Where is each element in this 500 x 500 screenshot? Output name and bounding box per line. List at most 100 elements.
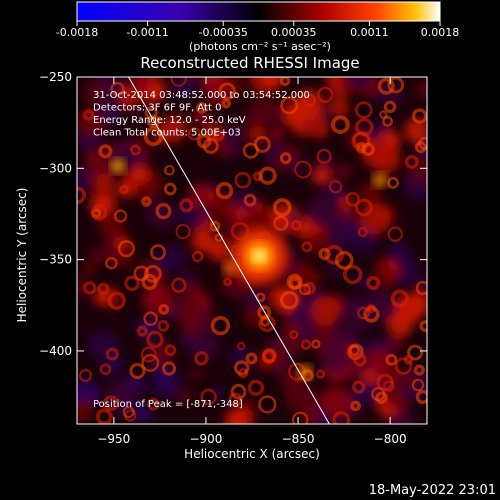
solar-limb-line	[128, 77, 330, 424]
map-cell	[350, 77, 371, 88]
map-cell	[98, 212, 124, 238]
intensity-ripples	[77, 77, 427, 424]
map-ripple	[218, 82, 236, 100]
map-cell	[95, 173, 114, 192]
map-ripple	[415, 389, 427, 405]
map-ripple	[383, 380, 395, 392]
map-ripple	[334, 250, 354, 270]
map-cell	[404, 117, 427, 143]
annotation-line: 31-Oct-2014 03:48:52.000 to 03:54:52.000	[93, 90, 310, 101]
map-cell	[320, 386, 352, 418]
map-ripple	[119, 184, 129, 195]
map-cell	[212, 193, 238, 219]
annotation-line: Clean Total counts: 5.00E+03	[93, 128, 241, 139]
map-cell	[85, 151, 99, 164]
map-ripple	[371, 387, 386, 402]
map-ripple	[258, 166, 277, 185]
map-cell	[177, 389, 193, 404]
map-cell	[280, 369, 302, 391]
map-ripple	[161, 361, 177, 376]
map-cell	[189, 367, 203, 381]
secondary-source	[373, 173, 387, 187]
map-ripple	[187, 127, 201, 141]
map-ripple	[175, 224, 191, 240]
map-ripple	[171, 277, 187, 293]
map-ripple	[107, 291, 126, 310]
map-ripple	[122, 406, 135, 419]
map-cell	[338, 303, 355, 320]
map-cell	[191, 230, 214, 253]
map-ripple	[300, 339, 312, 350]
map-cell	[389, 410, 416, 424]
map-cell	[77, 398, 93, 422]
map-ripple	[141, 196, 152, 207]
map-cell	[350, 380, 378, 407]
map-ripple	[212, 129, 225, 142]
map-ripple	[157, 320, 170, 332]
map-ripple	[379, 110, 388, 119]
map-cell	[329, 97, 350, 118]
map-ripple	[113, 209, 128, 223]
map-ripple	[196, 102, 208, 114]
map-cell	[388, 240, 410, 262]
map-cell	[248, 125, 267, 144]
peak-position-label: Position of Peak = [-871,-348]	[93, 399, 243, 410]
map-ripple	[110, 81, 125, 96]
map-ripple	[279, 152, 292, 165]
map-cell	[321, 346, 351, 376]
map-ripple	[243, 193, 257, 207]
map-cell	[269, 125, 285, 141]
x-tick-label: −900	[189, 432, 222, 446]
map-ripple	[247, 379, 265, 396]
colorbar-tick-label: -0.0011	[126, 26, 168, 39]
map-ripple	[363, 306, 380, 323]
map-ripple	[130, 144, 141, 156]
map-ripple	[234, 171, 252, 189]
map-cell	[286, 213, 299, 227]
map-ripple	[301, 241, 313, 253]
y-tick-label: −350	[39, 253, 72, 267]
map-ripple	[403, 354, 414, 365]
map-cell	[308, 271, 322, 285]
map-cell	[227, 407, 251, 424]
map-cell	[130, 77, 152, 95]
map-ripple	[105, 347, 119, 361]
y-tick-label: −400	[39, 344, 72, 358]
map-ripple	[124, 275, 140, 292]
map-ripple	[158, 303, 170, 315]
chart-title: Reconstructed RHESSI Image	[140, 54, 359, 72]
map-cell	[379, 269, 398, 288]
map-ripple	[164, 164, 175, 176]
map-ripple	[164, 344, 177, 357]
colorbar-unit-label: (photons cm⁻² s⁻¹ asec⁻²)	[189, 40, 331, 53]
map-ripple	[221, 98, 231, 109]
map-cell	[389, 336, 403, 351]
secondary-source	[298, 365, 312, 379]
footer-timestamp: 18-May-2022 23:01	[369, 483, 496, 498]
map-cell	[132, 111, 145, 124]
map-cell	[283, 105, 305, 127]
map-ripple	[102, 395, 119, 412]
y-axis: −300 −350 −400 −250	[39, 70, 427, 358]
map-ripple	[415, 280, 427, 296]
map-ripple	[286, 273, 303, 290]
map-ripple	[348, 344, 360, 356]
map-ripple	[129, 362, 146, 380]
map-cell	[334, 164, 352, 182]
map-ripple	[191, 250, 204, 263]
map-ripple	[407, 344, 424, 361]
map-ripple	[143, 126, 164, 147]
map-ripple	[351, 380, 366, 394]
map-cell	[77, 168, 91, 192]
map-ripple	[316, 148, 332, 164]
map-cell	[150, 368, 181, 398]
colorbar-tick-label: 0.00035	[271, 26, 317, 39]
map-ripple	[237, 342, 246, 351]
map-ripple	[140, 346, 157, 363]
map-ripple	[155, 203, 172, 220]
peak-source	[253, 249, 266, 262]
map-cell	[416, 80, 427, 100]
map-ripple	[149, 244, 167, 261]
map-ripple	[170, 77, 187, 87]
map-ripple	[315, 369, 326, 379]
